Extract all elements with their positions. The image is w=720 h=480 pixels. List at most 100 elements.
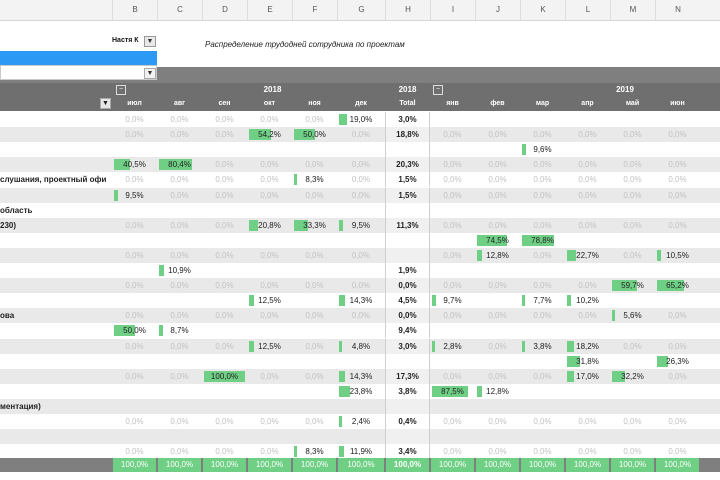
table-cell[interactable]: 0,0% (655, 188, 700, 203)
table-cell[interactable] (610, 233, 655, 248)
table-cell[interactable] (385, 202, 430, 218)
table-cell[interactable]: 50,0% (292, 127, 337, 142)
table-cell[interactable]: 0,0% (112, 308, 157, 323)
table-cell[interactable]: 0,0% (337, 172, 385, 187)
table-cell[interactable]: 2,4% (337, 414, 385, 429)
table-cell[interactable]: 8,7% (157, 323, 202, 338)
grand-total-cell[interactable]: 100,0% (611, 458, 654, 472)
table-cell[interactable]: 10,5% (655, 248, 700, 263)
table-cell[interactable] (292, 354, 337, 369)
table-cell[interactable]: 0,0% (520, 308, 565, 323)
table-cell[interactable] (520, 399, 565, 414)
table-cell[interactable] (655, 323, 700, 338)
table-cell[interactable] (655, 384, 700, 399)
table-cell[interactable] (112, 263, 157, 278)
table-cell[interactable]: 0,0% (430, 278, 475, 293)
table-cell[interactable]: 1,9% (385, 263, 430, 278)
table-cell[interactable]: 19,0% (337, 112, 385, 127)
table-cell[interactable] (157, 203, 202, 218)
minus-box-icon[interactable]: − (433, 85, 443, 95)
table-cell[interactable] (202, 323, 247, 338)
table-cell[interactable]: 0,0% (247, 278, 292, 293)
table-cell[interactable] (112, 203, 157, 218)
table-cell[interactable]: 0,0% (430, 172, 475, 187)
table-cell[interactable]: 0,4% (385, 414, 430, 429)
table-cell[interactable] (292, 263, 337, 278)
table-cell[interactable]: 5,6% (610, 308, 655, 323)
table-cell[interactable]: 0,0% (565, 127, 610, 142)
table-cell[interactable]: 12,8% (475, 384, 520, 399)
table-cell[interactable]: 0,0% (112, 218, 157, 233)
column-letter[interactable]: K (520, 0, 565, 20)
table-cell[interactable]: 0,0% (292, 278, 337, 293)
table-cell[interactable] (112, 233, 157, 248)
table-cell[interactable]: 0,0% (202, 414, 247, 429)
table-cell[interactable]: 12,8% (475, 248, 520, 263)
table-cell[interactable]: 0,0% (610, 444, 655, 459)
table-cell[interactable] (385, 232, 430, 248)
table-cell[interactable] (565, 429, 610, 444)
table-cell[interactable] (565, 203, 610, 218)
table-cell[interactable]: 0,0% (475, 218, 520, 233)
table-cell[interactable] (475, 263, 520, 278)
table-cell[interactable]: 0,0% (520, 157, 565, 172)
grand-total-cell[interactable]: 100,0% (431, 458, 474, 472)
table-cell[interactable]: 14,3% (337, 293, 385, 308)
table-cell[interactable]: 0,0% (202, 444, 247, 459)
table-cell[interactable] (565, 399, 610, 414)
table-cell[interactable]: 14,3% (337, 369, 385, 384)
table-cell[interactable]: 0,0% (655, 218, 700, 233)
table-cell[interactable]: 0,0% (292, 308, 337, 323)
grand-total-cell[interactable]: 100,0% (293, 458, 336, 472)
table-cell[interactable]: 0,0% (247, 444, 292, 459)
table-cell[interactable]: 0,0% (337, 188, 385, 203)
table-cell[interactable]: 23,8% (337, 384, 385, 399)
table-cell[interactable]: 0,0% (520, 127, 565, 142)
table-cell[interactable]: 18,8% (385, 127, 430, 143)
table-cell[interactable]: 0,0% (430, 188, 475, 203)
table-cell[interactable]: 0,0% (292, 248, 337, 263)
table-cell[interactable] (610, 384, 655, 399)
table-cell[interactable]: 0,0% (430, 248, 475, 263)
table-cell[interactable] (610, 399, 655, 414)
table-cell[interactable] (610, 323, 655, 338)
table-cell[interactable] (337, 142, 385, 157)
table-cell[interactable]: 10,2% (565, 293, 610, 308)
table-cell[interactable]: 33,3% (292, 218, 337, 233)
table-cell[interactable]: 0,0% (247, 248, 292, 263)
table-cell[interactable]: 18,2% (565, 339, 610, 354)
table-cell[interactable]: 0,0% (520, 369, 565, 384)
table-cell[interactable]: 9,5% (337, 218, 385, 233)
table-cell[interactable] (202, 399, 247, 414)
table-cell[interactable] (610, 293, 655, 308)
table-cell[interactable]: 7,7% (520, 293, 565, 308)
table-cell[interactable]: 8,3% (292, 172, 337, 187)
table-cell[interactable]: 17,3% (385, 368, 430, 384)
table-cell[interactable]: 0,0% (292, 188, 337, 203)
table-cell[interactable]: 3,8% (385, 383, 430, 399)
table-cell[interactable]: 87,5% (430, 384, 475, 399)
table-cell[interactable] (157, 293, 202, 308)
table-cell[interactable]: 0,0% (337, 308, 385, 323)
table-cell[interactable] (385, 398, 430, 414)
table-cell[interactable] (655, 112, 700, 127)
table-cell[interactable]: 0,0% (292, 369, 337, 384)
table-cell[interactable] (655, 203, 700, 218)
table-cell[interactable] (430, 233, 475, 248)
table-cell[interactable] (247, 142, 292, 157)
table-cell[interactable]: 17,0% (565, 369, 610, 384)
table-cell[interactable] (430, 354, 475, 369)
table-cell[interactable]: 0,0% (337, 278, 385, 293)
table-cell[interactable] (610, 354, 655, 369)
column-letter[interactable]: M (610, 0, 655, 20)
table-cell[interactable]: 0,0% (655, 369, 700, 384)
grand-total-cell[interactable]: 100,0% (566, 458, 609, 472)
table-cell[interactable] (157, 429, 202, 444)
table-cell[interactable]: 0,0% (565, 278, 610, 293)
table-cell[interactable]: 0,0% (655, 127, 700, 142)
table-cell[interactable] (655, 142, 700, 157)
table-cell[interactable]: 32,2% (610, 369, 655, 384)
table-cell[interactable] (292, 233, 337, 248)
table-cell[interactable]: 0,0% (520, 444, 565, 459)
table-cell[interactable] (430, 399, 475, 414)
